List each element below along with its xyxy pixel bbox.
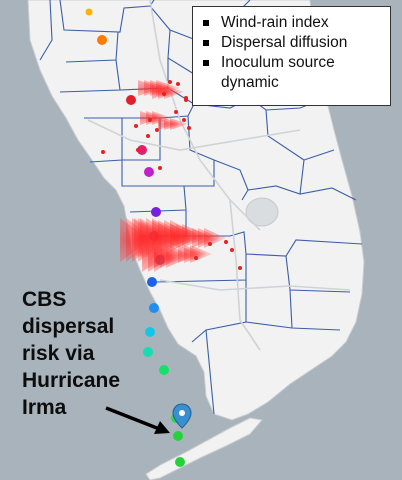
legend-item: Dispersal diffusion <box>203 33 382 53</box>
legend-item: Wind-rain index <box>203 13 382 33</box>
source-dot <box>238 266 242 270</box>
florida-keys <box>145 417 263 480</box>
track-point <box>137 145 147 155</box>
source-dot <box>194 256 198 260</box>
track-point <box>173 431 183 441</box>
source-dot <box>174 110 178 114</box>
map-legend: Wind-rain index Dispersal diffusion Inoc… <box>192 6 391 106</box>
lake-okeechobee <box>245 197 279 227</box>
track-point <box>144 167 154 177</box>
legend-label: Dispersal diffusion <box>221 34 348 51</box>
dispersal-cones <box>120 80 226 272</box>
track-point <box>143 347 153 357</box>
inoculum-sources <box>101 80 242 270</box>
legend-bullet <box>203 20 209 26</box>
source-dot <box>148 118 152 122</box>
track-point <box>151 207 161 217</box>
location-pin-icon <box>172 403 192 429</box>
highways <box>87 0 351 351</box>
source-dot <box>146 134 150 138</box>
source-dot <box>230 248 234 252</box>
legend-bullet <box>203 40 209 46</box>
source-dot <box>182 118 186 122</box>
track-point <box>147 277 157 287</box>
track-point <box>175 457 185 467</box>
legend-bullet <box>203 60 209 66</box>
source-dot <box>176 82 180 86</box>
source-dot <box>136 148 140 152</box>
source-dot <box>158 166 162 170</box>
track-point <box>85 8 93 16</box>
callout-line: dispersal <box>22 315 115 338</box>
dispersal-cone <box>152 111 172 125</box>
legend-label: Inoculum source dynamic <box>221 54 335 91</box>
source-dot <box>101 150 105 154</box>
track-point <box>126 95 136 105</box>
callout-line: CBS <box>22 288 67 311</box>
legend-label: Wind-rain index <box>221 14 329 31</box>
callout-text: CBS dispersal risk via Hurricane Irma <box>22 286 162 421</box>
source-dot <box>187 126 191 130</box>
source-dot <box>162 92 166 96</box>
callout-line: Irma <box>22 396 67 419</box>
callout-line: Hurricane <box>22 369 121 392</box>
source-dot <box>224 240 228 244</box>
callout-line: risk via <box>22 342 95 365</box>
source-dot <box>208 242 212 246</box>
dispersal-cone <box>164 85 184 99</box>
track-point <box>149 303 159 313</box>
legend-item: Inoculum source dynamic <box>203 53 382 93</box>
track-point <box>145 327 155 337</box>
track-point <box>159 365 169 375</box>
track-point <box>97 35 107 45</box>
source-dot <box>155 128 159 132</box>
source-dot <box>134 124 138 128</box>
source-dot <box>184 96 188 100</box>
arrow-icon <box>105 406 170 434</box>
dispersal-cone <box>170 118 188 130</box>
source-dot <box>168 80 172 84</box>
